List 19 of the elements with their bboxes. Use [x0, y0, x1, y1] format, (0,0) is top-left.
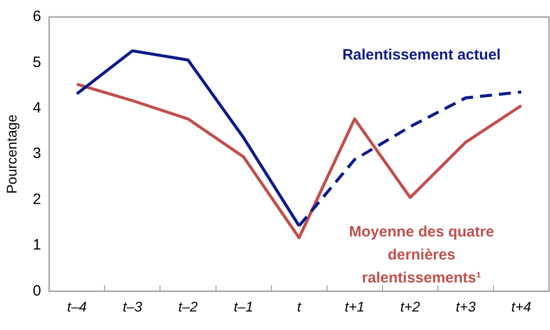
y-axis-title: Pourcentage	[3, 114, 20, 194]
text: Moyenne des quatre dernières ralentissements¹	[349, 224, 494, 287]
text: Ralentissement actuel	[342, 46, 501, 64]
x-tick-label: t–4	[67, 298, 87, 314]
x-tick-label: t–2	[178, 298, 198, 314]
x-tick-label: t–3	[122, 298, 142, 314]
y-tick-label: 0	[32, 282, 42, 300]
x-tick-label: t+4	[511, 298, 532, 314]
x-tick-label: t+1	[344, 298, 365, 314]
x-tick-label: t+2	[400, 298, 420, 314]
y-tick-label: 4	[32, 100, 42, 117]
y-tick-label: 5	[32, 54, 42, 71]
x-tick-label: t+3	[456, 298, 476, 314]
x-tick-label: t–1	[234, 298, 254, 314]
x-tick-label: t	[297, 298, 302, 314]
y-tick-label: 2	[32, 190, 42, 208]
y-tick-label: 6	[32, 8, 42, 26]
y-tick-label: 1	[32, 236, 42, 254]
y-tick-label: 3	[32, 145, 42, 162]
